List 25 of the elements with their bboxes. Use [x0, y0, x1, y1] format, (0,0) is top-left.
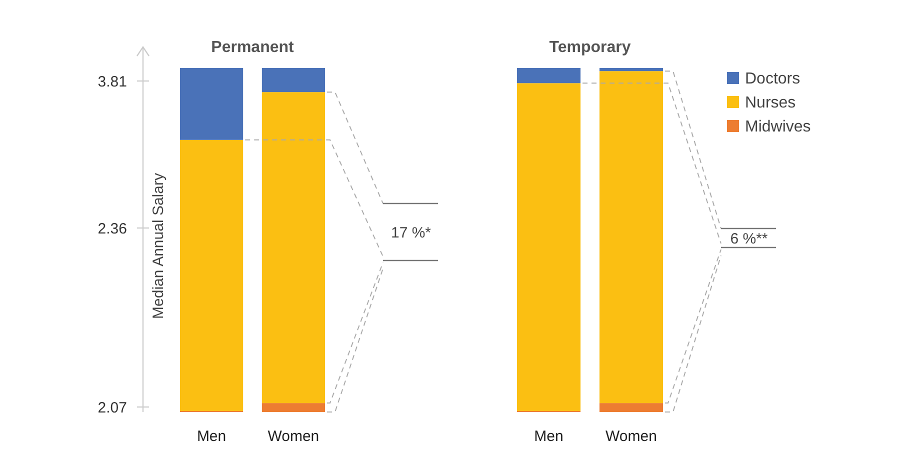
x-tick-label: Men	[534, 428, 564, 445]
text: 2.07	[98, 399, 127, 416]
x-tick-label: Women	[606, 428, 657, 445]
bar	[262, 68, 325, 92]
text: 6 %**	[730, 230, 768, 248]
bar	[517, 68, 581, 84]
x-tick-label: Women	[268, 428, 320, 445]
legend-label: Doctors	[745, 70, 800, 88]
bar	[180, 140, 244, 411]
bar	[599, 403, 663, 412]
bar	[517, 83, 581, 411]
x-tick-label: Men	[196, 428, 226, 445]
legend-label: Midwives	[745, 118, 811, 136]
text: 17 %*	[390, 224, 432, 242]
bar	[262, 403, 325, 412]
bar	[262, 92, 325, 404]
bar	[180, 68, 244, 140]
bar	[599, 71, 663, 404]
text: 2.36	[98, 220, 127, 238]
bar	[599, 68, 663, 72]
text: 3.81	[98, 73, 127, 90]
legend-label: Nurses	[745, 94, 796, 112]
chart-title: Temporary	[549, 39, 631, 56]
chart-title: Permanent	[211, 39, 295, 56]
y-axis-title: Median Annual Salary	[150, 172, 167, 319]
